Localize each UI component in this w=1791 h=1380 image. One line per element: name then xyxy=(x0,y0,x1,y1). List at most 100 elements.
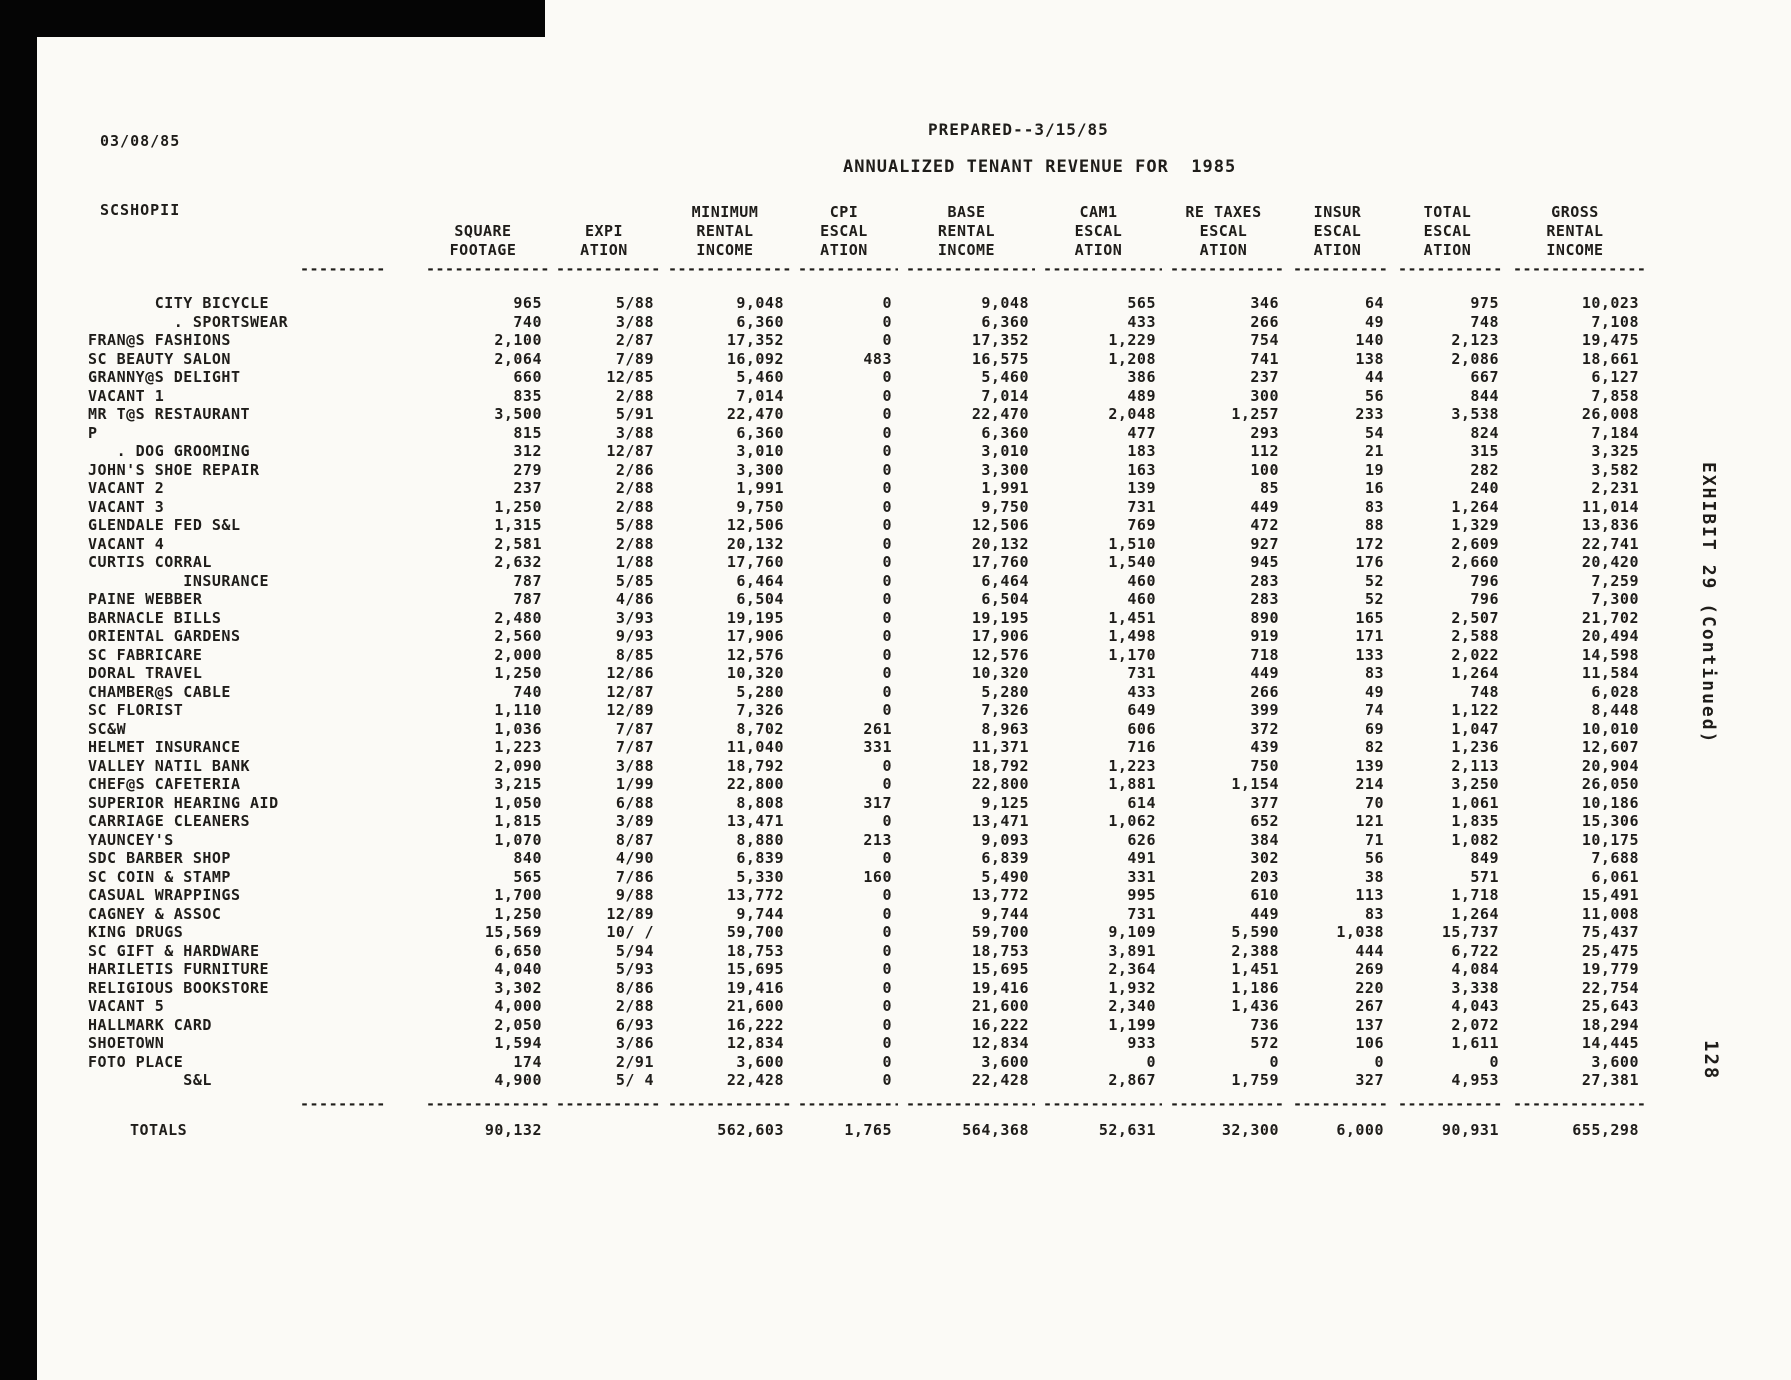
value-cell: 1/88 xyxy=(615,553,654,571)
value-cell: 300 xyxy=(1250,386,1279,405)
value-cell: 449 xyxy=(1250,664,1279,682)
value-cell: 203 xyxy=(1250,867,1279,886)
value-cell: 0 xyxy=(882,627,892,645)
value-cell: 12/87 xyxy=(606,682,654,701)
value-cell: 21,600 xyxy=(726,997,784,1015)
value-cell: 38 xyxy=(1364,867,1384,886)
value-cell: 22,470 xyxy=(726,405,784,423)
value-cell: 165 xyxy=(1355,608,1384,627)
tenant-name-cell: SC FABRICARE xyxy=(88,645,203,664)
value-cell: 18,661 xyxy=(1581,349,1639,368)
value-cell: 890 xyxy=(1250,608,1279,627)
value-cell: 919 xyxy=(1250,627,1279,645)
value-cell: 718 xyxy=(1250,645,1279,664)
value-cell: 1,264 xyxy=(1451,497,1499,516)
column-header-line: ESCAL xyxy=(1074,222,1123,240)
value-cell: 1,264 xyxy=(1451,664,1499,682)
value-cell: 22,800 xyxy=(971,775,1029,793)
value-cell: 483 xyxy=(863,349,892,368)
value-cell: 8,880 xyxy=(736,830,784,849)
value-cell: 22,754 xyxy=(1581,978,1639,997)
value-cell: 133 xyxy=(1355,645,1384,664)
value-cell: 12,576 xyxy=(971,645,1029,664)
value-cell: 7,858 xyxy=(1591,386,1639,405)
value-cell: 2,100 xyxy=(494,331,542,349)
value-cell: 0 xyxy=(882,812,892,830)
separator-cell: ------------------------ xyxy=(1043,260,1162,278)
value-cell: 172 xyxy=(1355,534,1384,553)
tenant-name-cell: . DOG GROOMING xyxy=(88,442,251,460)
value-cell: 0 xyxy=(882,294,892,312)
value-cell: 19,195 xyxy=(971,608,1029,627)
column-header-line: SQUARE xyxy=(454,222,512,240)
tenant-name-cell: JOHN'S SHOE REPAIR xyxy=(88,460,260,479)
value-cell: 160 xyxy=(863,867,892,886)
value-cell: 1,110 xyxy=(494,701,542,719)
value-cell: 15,737 xyxy=(1441,923,1499,941)
value-cell: 139 xyxy=(1355,756,1384,775)
value-cell: 83 xyxy=(1364,497,1384,516)
value-cell: 0 xyxy=(882,368,892,386)
separator-cell: ------------------------ xyxy=(1170,1094,1285,1113)
value-cell: 1,223 xyxy=(494,738,542,756)
value-cell: 1,315 xyxy=(494,516,542,534)
table-row: VACANT 4 2,581 2/88 20,132 0 20,132 1,510 927 17… xyxy=(88,534,1639,554)
tenant-name-cell: SDC BARBER SHOP xyxy=(88,849,231,867)
value-cell: 139 xyxy=(1127,479,1156,497)
value-cell: 237 xyxy=(1250,368,1279,386)
value-cell: 6,722 xyxy=(1451,941,1499,960)
tenant-name-cell: VACANT 4 xyxy=(88,534,165,553)
value-cell: 8/85 xyxy=(615,645,654,664)
value-cell: 6,360 xyxy=(736,423,784,442)
value-cell: 1,718 xyxy=(1451,886,1499,904)
value-cell: 377 xyxy=(1250,793,1279,812)
value-cell: 18,753 xyxy=(971,941,1029,960)
value-cell: 7,184 xyxy=(1591,423,1639,442)
value-cell: 6,504 xyxy=(981,590,1029,608)
value-cell: 995 xyxy=(1127,886,1156,904)
value-cell: 3,600 xyxy=(981,1052,1029,1071)
value-cell: 933 xyxy=(1127,1034,1156,1052)
tenant-name-cell: HALLMARK CARD xyxy=(88,1015,212,1034)
value-cell: 384 xyxy=(1250,830,1279,849)
value-cell: 16,222 xyxy=(726,1015,784,1034)
value-cell: 6,464 xyxy=(736,571,784,590)
value-cell: 327 xyxy=(1355,1071,1384,1089)
value-cell: 18,792 xyxy=(726,756,784,775)
value-cell: 0 xyxy=(882,886,892,904)
totals-value-cell: 32,300 xyxy=(1221,1120,1279,1139)
value-cell: 18,792 xyxy=(971,756,1029,775)
separator-cell: ------------------------ xyxy=(1398,1094,1505,1113)
tenant-name-cell: VACANT 5 xyxy=(88,997,165,1015)
value-cell: 1,250 xyxy=(494,497,542,516)
value-cell: 1,700 xyxy=(494,886,542,904)
totals-value-cell: 6,000 xyxy=(1336,1120,1384,1139)
value-cell: 71 xyxy=(1364,830,1384,849)
value-cell: 1,082 xyxy=(1451,830,1499,849)
value-cell: 9/88 xyxy=(615,886,654,904)
table-row: INSURANCE 787 5/85 6,464 0 6,464 460 283 52 796 7,… xyxy=(88,571,1638,591)
value-cell: 2,113 xyxy=(1451,756,1499,775)
value-cell: 748 xyxy=(1470,312,1499,331)
column-header-cam1-escalation: CAM1 ESCAL ATION xyxy=(1035,200,1162,260)
table-row: SDC BARBER SHOP 840 4/90 6,839 0 6,839 491 302 5… xyxy=(88,849,1639,868)
value-cell: 12,834 xyxy=(971,1034,1029,1052)
table-row: JOHN'S SHOE REPAIR 279 2/86 3,300 0 3,300 163 1… xyxy=(88,460,1639,480)
value-cell: 17,760 xyxy=(726,553,784,571)
value-cell: 12,834 xyxy=(726,1034,784,1052)
value-cell: 844 xyxy=(1470,386,1499,405)
value-cell: 183 xyxy=(1127,442,1156,460)
page-number: 128 xyxy=(1700,1040,1722,1081)
corner-codes: 03/08/85 SCSHOPII xyxy=(100,84,180,268)
tenant-name-cell: SC&W xyxy=(88,719,127,738)
value-cell: 19,195 xyxy=(726,608,784,627)
value-cell: 787 xyxy=(513,571,542,590)
value-cell: 7,326 xyxy=(736,701,784,719)
column-header-insur-escalation: INSUR ESCAL ATION xyxy=(1285,200,1390,260)
value-cell: 13,471 xyxy=(971,812,1029,830)
value-cell: 1,050 xyxy=(494,793,542,812)
value-cell: 13,836 xyxy=(1581,516,1639,534)
value-cell: 11,014 xyxy=(1581,497,1639,516)
value-cell: 6,650 xyxy=(494,941,542,960)
tenant-name-cell: VACANT 2 xyxy=(88,479,165,497)
